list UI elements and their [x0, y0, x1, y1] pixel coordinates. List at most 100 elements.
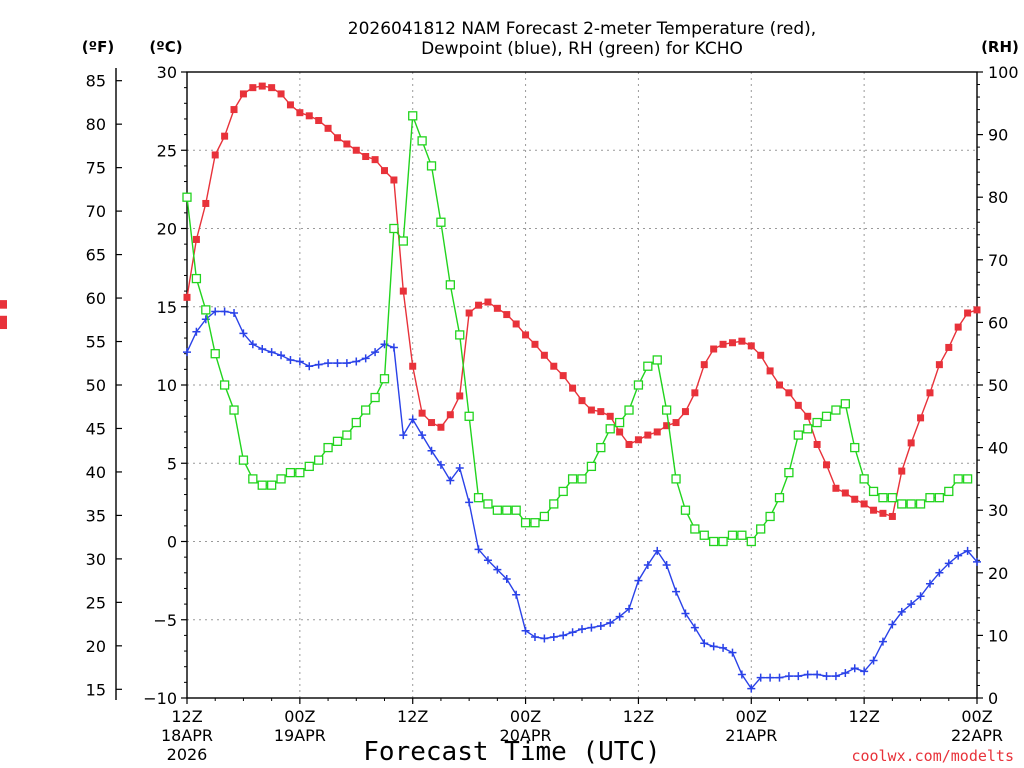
temperature-point	[888, 512, 896, 520]
dewpoint-point	[709, 642, 718, 651]
rh-point	[840, 399, 850, 409]
rh-point	[201, 305, 211, 315]
rh-point	[219, 380, 230, 390]
dewpoint-point	[211, 307, 220, 316]
temperature-point	[569, 384, 577, 392]
rh-tick-label: 100	[988, 63, 1019, 82]
dewpoint-point	[784, 672, 793, 681]
dewpoint-point	[324, 359, 333, 368]
temperature-point	[616, 428, 624, 436]
temperature-point	[211, 151, 219, 159]
dewpoint-point	[690, 623, 699, 632]
temperature-point	[437, 423, 445, 431]
dewpoint-point	[907, 600, 916, 609]
dewpoint-point	[935, 568, 944, 577]
x-tick-date-label: 20APR	[500, 726, 552, 745]
x-tick-date-label: 19APR	[274, 726, 326, 745]
fahrenheit-unit-label: (ºF)	[82, 38, 114, 56]
temperature-point	[813, 440, 821, 448]
dewpoint-point	[681, 609, 690, 618]
dewpoint-point	[248, 340, 257, 349]
rh-point	[897, 499, 907, 509]
dewpoint-point	[822, 672, 831, 681]
temperature-point	[399, 287, 407, 295]
dewpoint-point	[625, 604, 634, 613]
dewpoint-point	[399, 431, 408, 440]
temperature-point	[503, 311, 511, 319]
temperature-point	[381, 167, 388, 175]
credit-text: coolwx.com/modelts	[851, 747, 1014, 765]
dewpoint-point	[766, 673, 775, 682]
temperature-point	[333, 134, 341, 142]
dewpoint-point	[878, 637, 887, 646]
temperature-point	[258, 82, 266, 90]
rh-point	[417, 136, 427, 146]
dewpoint-point	[756, 673, 765, 682]
temperature-point	[898, 467, 906, 475]
dewpoint-point	[183, 348, 191, 357]
dewpoint-point	[220, 307, 229, 316]
rh-point	[652, 355, 662, 365]
fahrenheit-tick-label: 35	[86, 506, 106, 525]
temperature-point	[446, 411, 454, 419]
dewpoint-point	[408, 415, 417, 424]
dewpoint-point	[954, 551, 963, 560]
dewpoint-point	[737, 670, 746, 679]
dewpoint-point	[869, 656, 878, 665]
rh-point	[539, 511, 550, 522]
temperature-point	[625, 440, 633, 448]
dewpoint-point	[973, 557, 981, 566]
temperature-point	[296, 109, 304, 117]
temperature-point	[747, 342, 755, 350]
dewpoint-point	[559, 631, 568, 640]
rh-point	[803, 424, 813, 434]
dewpoint-point	[239, 329, 248, 338]
rh-point	[934, 493, 945, 503]
rh-point	[257, 480, 267, 490]
dewpoint-point	[615, 612, 624, 621]
temperature-point	[475, 301, 483, 309]
temperature-point	[945, 343, 953, 351]
rh-point	[567, 474, 578, 484]
temperature-point	[653, 428, 661, 436]
rh-point	[323, 442, 333, 453]
temperature-point	[352, 146, 360, 154]
dewpoint-point	[662, 560, 671, 569]
temperature-point	[663, 422, 671, 430]
rh-point	[661, 405, 672, 415]
temperature-point	[644, 431, 652, 439]
dewpoint-point	[860, 667, 869, 676]
rh-tick-label: 0	[988, 689, 998, 708]
temperature-point	[973, 306, 981, 314]
temperature-point	[202, 199, 210, 207]
temperature-point	[540, 351, 548, 359]
dewpoint-point	[493, 565, 502, 574]
temperature-point	[738, 337, 746, 345]
fahrenheit-tick-label: 50	[86, 376, 106, 395]
dewpoint-point	[465, 498, 474, 507]
dewpoint-point	[578, 625, 586, 634]
dewpoint-point	[963, 546, 972, 555]
dewpoint-point	[700, 639, 709, 648]
rh-point	[596, 442, 606, 453]
rh-point	[586, 461, 597, 472]
rh-series	[182, 111, 973, 547]
rh-point	[248, 474, 258, 484]
x-tick-label: 00Z	[961, 707, 992, 726]
rh-point	[210, 349, 220, 359]
rh-point	[680, 505, 691, 515]
dewpoint-point	[361, 354, 370, 363]
rh-point	[549, 499, 559, 509]
temperature-point	[0, 315, 7, 323]
rh-tick-label: 30	[988, 501, 1008, 520]
rh-point	[238, 455, 249, 465]
dewpoint-point	[897, 607, 906, 616]
rh-point	[953, 474, 963, 484]
temperature-point	[409, 362, 417, 370]
temperature-point	[559, 372, 567, 380]
temperature-point	[691, 389, 699, 397]
dewpoint-point	[587, 623, 596, 632]
dewpoint-point	[596, 622, 605, 631]
